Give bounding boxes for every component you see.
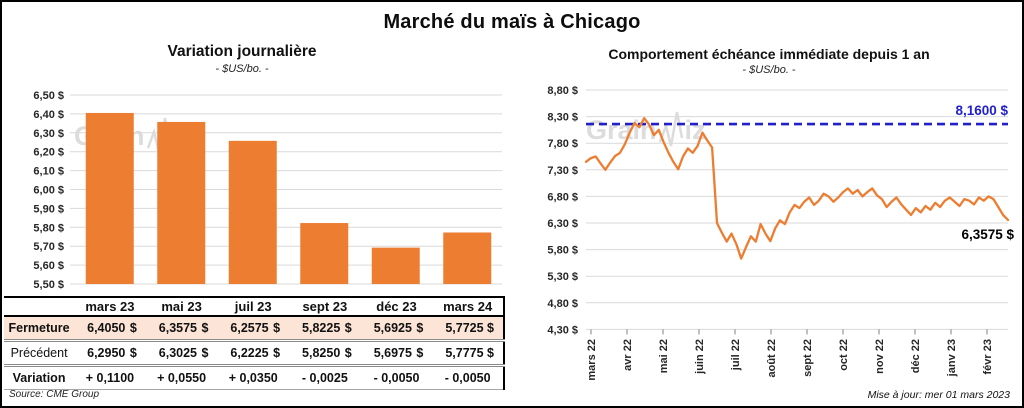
bar-juil-23 (228, 140, 277, 284)
column-header: juil 23 (217, 297, 290, 317)
x-axis-label: oct 22 (838, 339, 850, 371)
variation-cell: - 0,0025 (289, 365, 361, 390)
previous-cell: 6,2950 $ (74, 340, 146, 367)
y-axis-label: 8,30 $ (547, 112, 578, 124)
previous-cell: 6,3025 $ (145, 340, 218, 367)
y-axis-label: 5,80 $ (33, 222, 64, 234)
close-cell: 5,6925 $ (360, 316, 433, 342)
row-label: Fermeture (4, 316, 75, 342)
corner-cell (4, 297, 75, 317)
variation-cell: + 0,0550 (145, 365, 218, 390)
y-axis-label: 8,80 $ (547, 85, 578, 97)
y-axis-label: 7,30 $ (547, 165, 578, 177)
x-axis-label: avr 22 (622, 339, 634, 371)
y-axis-label: 4,80 $ (547, 298, 578, 310)
y-axis-label: 6,80 $ (547, 191, 578, 203)
previous-cell: 5,7775 $ (432, 340, 504, 367)
y-axis-label: 6,30 $ (547, 218, 578, 230)
close-cell: 5,7725 $ (432, 316, 504, 342)
close-cell: 6,2575 $ (217, 316, 290, 342)
source-note: Source: CME Group (9, 389, 100, 400)
x-axis-label: déc 22 (910, 339, 922, 373)
y-axis-label: 5,90 $ (33, 203, 64, 215)
y-axis-label: 6,00 $ (33, 185, 64, 197)
close-cell: 6,3575 $ (145, 316, 218, 342)
y-axis-label: 6,40 $ (33, 109, 64, 121)
previous-cell: 6,2225 $ (217, 340, 290, 367)
x-axis-label: mars 22 (586, 339, 598, 381)
line-chart-title: Comportement échéance immédiate depuis 1… (608, 46, 930, 62)
y-axis-label: 6,20 $ (33, 147, 64, 159)
bar-mai-23 (157, 121, 206, 284)
bar-chart-title: Variation journalière (167, 43, 317, 60)
variation-cell: + 0,1100 (74, 365, 146, 390)
price-line (584, 117, 1010, 260)
variation-cell: - 0,0050 (360, 365, 433, 390)
bar-déc-23 (371, 247, 420, 284)
x-axis-label: nov 22 (874, 339, 886, 374)
watermark-squiggle-icon (658, 111, 683, 147)
table-row-variation: Variation + 0,1100 + 0,0550 + 0,0350 - 0… (4, 365, 504, 390)
bar-mars-24 (443, 232, 492, 284)
bar-chart-subtitle: - $US/bo. - (215, 63, 269, 75)
x-axis-label: août 22 (766, 339, 778, 378)
close-cell: 6,4050 $ (74, 316, 146, 342)
table-header-row: mars 23 mai 23 juil 23 sept 23 déc 23 ma… (4, 297, 504, 317)
x-axis-label: févr 23 (982, 339, 994, 374)
x-axis-label: juin 22 (694, 339, 706, 375)
variation-cell: - 0,0050 (432, 365, 504, 390)
update-note: Mise à jour: mer 01 mars 2023 (867, 389, 1010, 401)
previous-cell: 5,8250 $ (289, 340, 361, 367)
column-header: déc 23 (360, 297, 433, 317)
previous-cell: 5,6975 $ (360, 340, 433, 367)
y-axis-label: 4,30 $ (547, 324, 578, 336)
reference-value-label: 8,1600 $ (955, 103, 1008, 118)
y-axis-label: 5,30 $ (547, 271, 578, 283)
bar-sept-23 (300, 223, 349, 284)
y-axis-label: 5,50 $ (33, 279, 64, 291)
close-cell: 5,8225 $ (289, 316, 361, 342)
row-label: Précédent (4, 340, 75, 367)
x-axis-label: mai 22 (658, 339, 670, 373)
x-axis-label: sept 22 (802, 339, 814, 377)
price-table: mars 23 mai 23 juil 23 sept 23 déc 23 ma… (4, 296, 505, 390)
y-axis-label: 5,60 $ (33, 260, 64, 272)
front-month-line-chart: 8,80 $ 8,30 $ 7,80 $ 7,30 $ 6,80 $ 6,30 $ 5,80… (547, 85, 1014, 381)
x-axis-label: juil 22 (730, 339, 742, 371)
y-axis-label: 5,70 $ (33, 241, 64, 253)
last-value-label: 6,3575 $ (961, 227, 1014, 242)
x-axis-label: janv 23 (946, 339, 958, 377)
page-title: Marché du maïs à Chicago (383, 11, 641, 33)
column-header: mai 23 (145, 297, 218, 317)
row-label: Variation (4, 365, 75, 390)
y-axis-label: 6,10 $ (33, 166, 64, 178)
y-axis-label: 7,80 $ (547, 138, 578, 150)
table-row-fermeture: Fermeture 6,4050 $ 6,3575 $ 6,2575 $ 5,8225… (4, 316, 504, 342)
y-axis-label: 6,30 $ (33, 128, 64, 140)
column-header: sept 23 (289, 297, 361, 317)
column-header: mars 24 (432, 297, 504, 317)
y-axis-label: 5,80 $ (547, 245, 578, 257)
variation-cell: + 0,0350 (217, 365, 290, 390)
daily-variation-bar-chart: 6,50 $ 6,40 $ 6,30 $ 6,20 $ 6,10 $ 6,00 $ 5,90… (33, 90, 502, 291)
column-header: mars 23 (74, 297, 146, 317)
line-chart-subtitle: - $US/bo. - (742, 64, 796, 76)
y-axis-label: 6,50 $ (33, 90, 64, 102)
bar-mars-23 (85, 112, 134, 284)
table-row-precedent: Précédent 6,2950 $ 6,3025 $ 6,2225 $ 5,8250… (4, 340, 504, 367)
